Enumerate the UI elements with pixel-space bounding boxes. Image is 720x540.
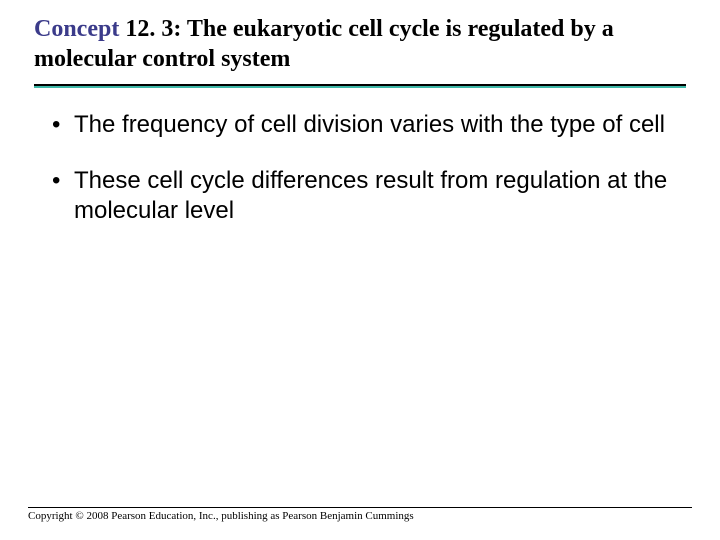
footer-rule (28, 507, 692, 508)
slide-body: • The frequency of cell division varies … (0, 88, 720, 226)
copyright-text: Copyright © 2008 Pearson Education, Inc.… (28, 510, 692, 522)
list-item: • The frequency of cell division varies … (52, 110, 668, 140)
slide-footer: Copyright © 2008 Pearson Education, Inc.… (28, 507, 692, 522)
bullet-text: These cell cycle differences result from… (74, 166, 668, 226)
slide-title: Concept 12. 3: The eukaryotic cell cycle… (34, 14, 692, 74)
slide-title-block: Concept 12. 3: The eukaryotic cell cycle… (0, 0, 720, 80)
title-first-word: Concept (34, 16, 119, 42)
list-item: • These cell cycle differences result fr… (52, 166, 668, 226)
bullet-text: The frequency of cell division varies wi… (74, 110, 668, 140)
title-rest: 12. 3: The eukaryotic cell cycle is regu… (34, 16, 614, 72)
bullet-icon: • (52, 110, 74, 140)
bullet-icon: • (52, 166, 74, 226)
